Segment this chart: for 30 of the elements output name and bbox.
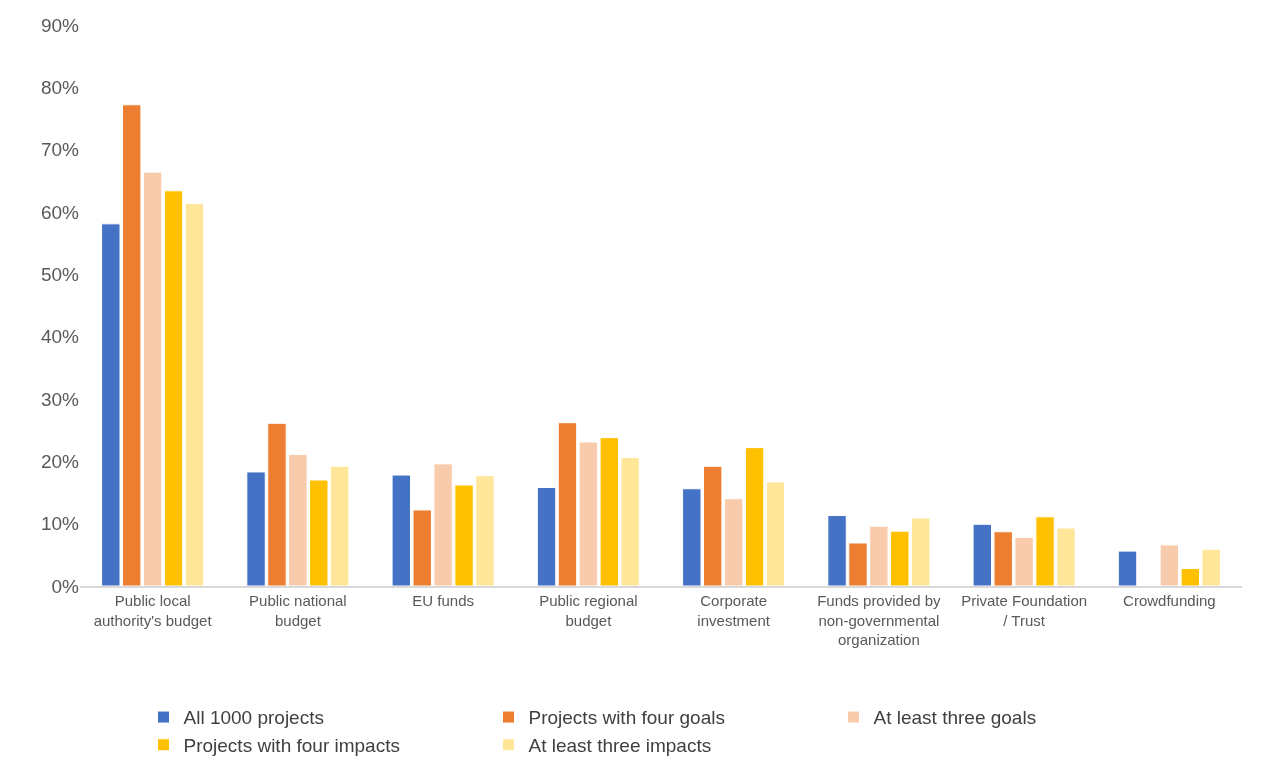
x-tick-label: Public local authority's budget: [93, 592, 213, 629]
x-tick-label: Crowdfunding: [1123, 592, 1216, 609]
y-tick-label: 10%: [40, 513, 80, 535]
y-tick-label: 90%: [40, 14, 80, 36]
legend-label: At least three goals: [873, 707, 1037, 729]
y-tick-label: 50%: [40, 263, 80, 285]
bar: [163, 190, 184, 586]
bar: [744, 447, 765, 586]
x-tick-label: Corporate investment: [697, 592, 771, 629]
bar: [557, 422, 578, 586]
x-tick-label: EU funds: [412, 592, 474, 609]
x-tick-label: Public national budget: [249, 592, 347, 629]
legend-label: Projects with four goals: [528, 707, 725, 729]
legend-label: At least three impacts: [528, 735, 712, 757]
x-tick-label: Public regional budget: [539, 592, 638, 629]
y-tick-label: 80%: [40, 76, 80, 98]
y-tick-label: 20%: [40, 450, 80, 472]
bar: [765, 481, 786, 586]
y-tick-label: 40%: [40, 326, 80, 348]
bar: [184, 202, 205, 586]
x-tick-label: Private Foundation / Trust: [961, 592, 1088, 629]
y-tick-label: 70%: [40, 139, 80, 161]
bar: [536, 487, 557, 586]
y-tick-label: 0%: [51, 575, 80, 597]
y-tick-label: 60%: [40, 201, 80, 223]
y-tick-label: 30%: [40, 388, 80, 410]
legend-label: All 1000 projects: [183, 707, 324, 729]
x-tick-label: Funds provided by non-governmental organization: [817, 592, 942, 648]
bar: [1117, 550, 1138, 586]
legend-label: Projects with four impacts: [183, 735, 400, 757]
